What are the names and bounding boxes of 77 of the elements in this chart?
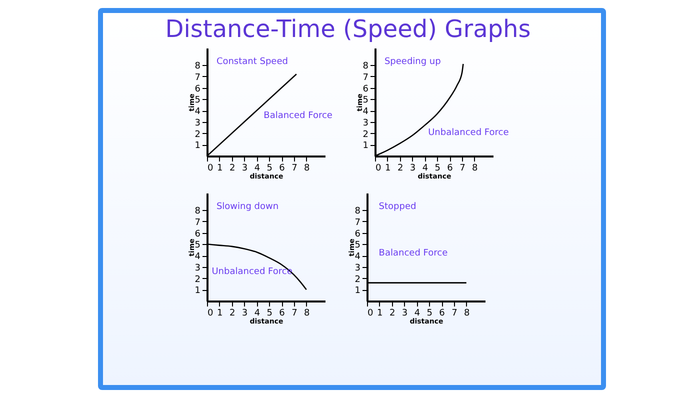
y-tick-label: 2 <box>362 130 368 140</box>
x-tick-label: 7 <box>452 308 458 318</box>
y-tick-label: 3 <box>362 118 368 128</box>
x-tick-label: 4 <box>254 164 260 174</box>
x-tick-label: 1 <box>217 308 223 318</box>
x-tick-label: 3 <box>410 164 416 174</box>
x-tick-label: 3 <box>242 164 248 174</box>
x-tick-label: 7 <box>292 164 298 174</box>
x-tick-label: 7 <box>460 164 466 174</box>
y-tick-label: 8 <box>194 206 201 217</box>
y-tick-label: 1 <box>194 286 200 296</box>
x-tick-label: 4 <box>414 308 420 318</box>
y-tick-label: 8 <box>194 62 201 72</box>
y-tick-label: 4 <box>362 107 369 118</box>
x-tick-label: 6 <box>447 164 454 174</box>
y-tick-label: 5 <box>194 96 200 106</box>
x-tick-label: 4 <box>254 308 260 318</box>
y-tick-label: 2 <box>194 130 200 140</box>
x-tick-label: 5 <box>266 164 272 174</box>
x-tick-label: 6 <box>279 308 286 318</box>
x-tick-label: 8 <box>304 308 310 318</box>
y-tick-label: 7 <box>354 218 360 228</box>
x-tick-label: 1 <box>385 164 391 174</box>
x-tick-label: 3 <box>402 308 408 318</box>
x-tick-label: 8 <box>464 308 470 318</box>
y-tick-label: 6 <box>362 84 369 94</box>
annotation: Unbalanced Force <box>428 128 510 138</box>
y-tick-label: 7 <box>194 218 200 228</box>
x-tick-label: 0 <box>208 164 214 174</box>
annotation: Stopped <box>378 202 416 212</box>
x-tick-label: 5 <box>426 308 432 318</box>
y-tick-label: 6 <box>354 229 361 240</box>
y-tick-label: 4 <box>194 252 201 262</box>
x-tick-label: 2 <box>397 164 404 174</box>
annotation: Slowing down <box>216 202 279 212</box>
y-tick-label: 3 <box>354 263 360 274</box>
y-tick-label: 2 <box>354 274 360 285</box>
y-tick-label: 8 <box>354 206 361 217</box>
x-tick-label: 2 <box>389 308 396 318</box>
x-tick-label: 8 <box>304 164 310 174</box>
y-tick-label: 7 <box>194 72 200 83</box>
annotation: Constant Speed <box>216 56 288 67</box>
y-tick-label: 6 <box>194 229 201 240</box>
x-tick-label: 5 <box>266 308 272 318</box>
x-tick-label: 2 <box>229 164 236 174</box>
x-tick-label: 4 <box>422 164 428 174</box>
x-tick-label: 5 <box>434 164 440 174</box>
x-tick-label: 7 <box>292 308 298 318</box>
x-tick-label: 3 <box>242 308 248 318</box>
x-tick-label: 0 <box>376 164 382 174</box>
chart-title: Distance-Time (Speed) Graphs <box>165 15 531 43</box>
y-tick-label: 2 <box>194 274 200 285</box>
y-tick-label: 6 <box>194 84 201 94</box>
x-tick-label: 0 <box>368 308 374 318</box>
y-tick-label: 3 <box>194 118 200 128</box>
annotation: Balanced Force <box>264 110 333 121</box>
x-tick-label: 1 <box>217 164 223 174</box>
x-tick-label: 1 <box>377 308 383 318</box>
y-tick-label: 5 <box>362 96 368 106</box>
x-tick-label: 8 <box>472 164 478 174</box>
y-tick-label: 1 <box>354 286 360 296</box>
annotation: Speeding up <box>384 56 442 67</box>
y-tick-label: 4 <box>354 252 361 262</box>
annotation: Unbalanced Force <box>212 266 293 277</box>
y-tick-label: 7 <box>362 72 368 83</box>
y-tick-label: 1 <box>362 141 368 152</box>
x-tick-label: 6 <box>439 308 446 318</box>
y-tick-label: 4 <box>194 107 201 118</box>
x-tick-label: 0 <box>208 308 214 318</box>
y-tick-label: 3 <box>194 263 200 274</box>
y-tick-label: 8 <box>362 62 369 72</box>
y-tick-label: 1 <box>194 141 200 152</box>
y-tick-label: 5 <box>194 240 200 251</box>
annotation: Balanced Force <box>378 248 448 258</box>
x-tick-label: 2 <box>229 308 236 318</box>
x-tick-label: 6 <box>279 164 286 174</box>
y-tick-label: 5 <box>354 240 360 251</box>
